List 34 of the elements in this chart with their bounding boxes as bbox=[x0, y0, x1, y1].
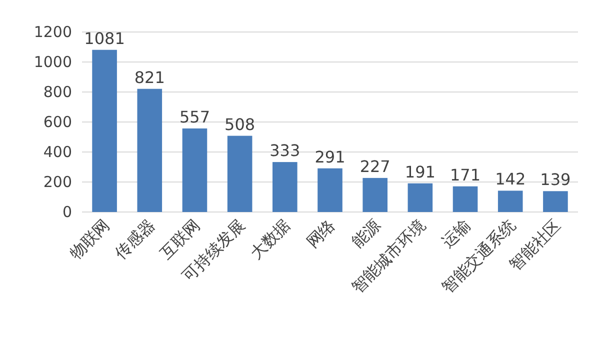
data-label: 1081 bbox=[84, 28, 125, 48]
data-label: 557 bbox=[179, 107, 210, 126]
data-label: 508 bbox=[224, 114, 256, 134]
bar bbox=[182, 128, 208, 212]
bar bbox=[318, 168, 342, 212]
data-label: 333 bbox=[270, 141, 300, 160]
y-tick-label: 0 bbox=[62, 203, 72, 221]
bar bbox=[408, 183, 433, 212]
data-label: 291 bbox=[314, 147, 346, 166]
bar bbox=[543, 191, 568, 212]
data-label: 821 bbox=[134, 68, 165, 87]
bar bbox=[272, 162, 298, 212]
y-tick-label: 600 bbox=[43, 113, 72, 131]
data-label: 227 bbox=[360, 156, 390, 176]
bar bbox=[452, 186, 478, 212]
x-tick-label: 传感器 bbox=[111, 215, 158, 263]
data-label: 142 bbox=[495, 170, 526, 189]
bar bbox=[92, 50, 117, 212]
data-label: 171 bbox=[450, 165, 481, 184]
y-tick-label: 200 bbox=[43, 173, 72, 191]
y-tick-label: 400 bbox=[43, 143, 72, 161]
x-tick-label: 运输 bbox=[438, 215, 474, 252]
y-tick-label: 800 bbox=[43, 83, 72, 101]
x-tick-label: 网络 bbox=[302, 215, 339, 252]
x-tick-label: 大数据 bbox=[246, 215, 294, 263]
data-label: 191 bbox=[404, 162, 436, 182]
bar bbox=[227, 136, 252, 212]
x-tick-label: 能源 bbox=[348, 215, 384, 252]
bar bbox=[137, 88, 162, 212]
data-label: 139 bbox=[540, 170, 571, 190]
y-tick-label: 1000 bbox=[34, 53, 72, 71]
bar bbox=[362, 178, 388, 212]
bar bbox=[498, 190, 523, 212]
y-tick-label: 1200 bbox=[34, 23, 72, 41]
